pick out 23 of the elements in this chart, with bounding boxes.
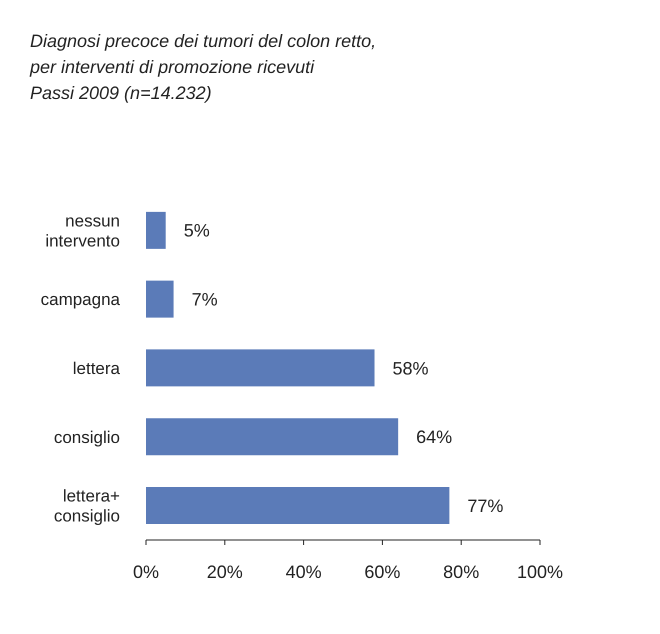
y-tick-label: lettera	[72, 359, 121, 378]
x-tick-label: 20%	[206, 562, 243, 582]
data-label: 64%	[416, 427, 452, 448]
bar	[146, 487, 450, 524]
x-tick-label: 80%	[443, 562, 480, 582]
data-label: 5%	[184, 220, 210, 241]
x-tick-label: 0%	[132, 562, 160, 582]
bar	[146, 280, 174, 318]
chart-title: Diagnosi precoce dei tumori del colon retto, per interventi di promozione ricevuti	[30, 30, 376, 79]
y-tick-label: lettera+ consiglio	[54, 486, 120, 526]
x-tick-label: 60%	[364, 562, 400, 582]
y-tick-label: consiglio	[54, 428, 120, 447]
data-label: 7%	[192, 290, 218, 310]
x-tick-label: 100%	[516, 562, 564, 582]
chart-subtitle: Passi 2009 (n=14.232)	[30, 82, 213, 105]
data-label: 58%	[392, 358, 429, 378]
bar	[146, 349, 375, 386]
data-label: 77%	[467, 496, 504, 516]
bar	[146, 418, 398, 456]
bar	[146, 212, 166, 249]
y-tick-label: campagna	[40, 290, 121, 310]
y-tick-label: nessun intervento	[45, 211, 120, 250]
x-tick-label: 40%	[286, 562, 322, 582]
